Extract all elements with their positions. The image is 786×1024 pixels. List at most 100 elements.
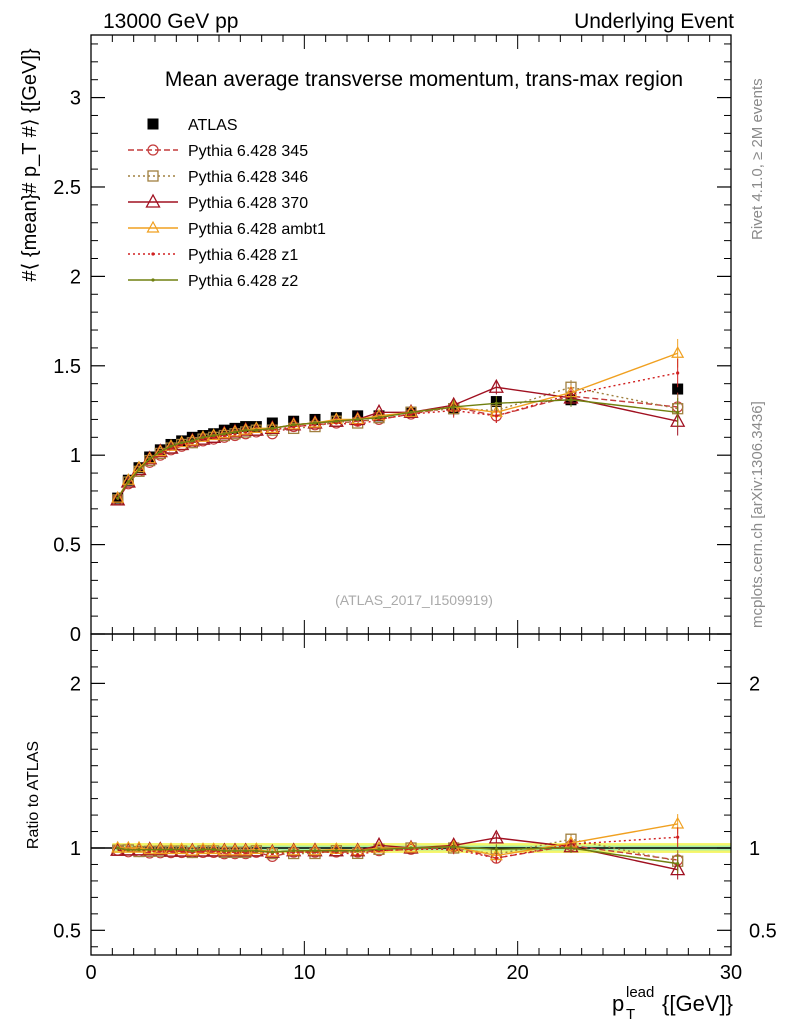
x-tick-label: 20 bbox=[507, 962, 529, 984]
ratio-point-z2 bbox=[254, 849, 258, 853]
ratio-y-tick-label-left: 0.5 bbox=[53, 920, 81, 942]
ratio-point-z2 bbox=[292, 849, 296, 853]
series-z2 bbox=[116, 392, 680, 500]
x-axis-label-unit: {[GeV]} bbox=[662, 991, 733, 1016]
series-point-z2 bbox=[313, 421, 317, 425]
ratio-point-ambt1 bbox=[175, 842, 189, 855]
ratio-point-z2 bbox=[148, 848, 152, 852]
ratio-point-z2 bbox=[190, 849, 194, 853]
main-y-axis-label: #⟨ {mean}# p_T #⟩ {[GeV]} bbox=[19, 48, 41, 282]
x-tick-label: 10 bbox=[293, 962, 315, 984]
analysis-watermark: (ATLAS_2017_I1509919) bbox=[335, 592, 493, 608]
ratio-point-z2 bbox=[212, 847, 216, 852]
series-point-z2 bbox=[201, 435, 205, 439]
ratio-point-ambt1 bbox=[196, 842, 210, 855]
legend-marker-atlas bbox=[147, 118, 159, 130]
legend-label-atlas: ATLAS bbox=[188, 117, 238, 134]
series-point-z2 bbox=[494, 401, 498, 405]
ratio-y-tick-label-right: 2 bbox=[749, 673, 760, 695]
ratio-point-z2 bbox=[116, 846, 120, 850]
ratio-plot-panel: 0.5 0.51 12 20 10 20 30 Ratio to ATLAS p T lea… bbox=[25, 633, 777, 1023]
x-axis-label-sub: T bbox=[626, 1006, 635, 1023]
mcplots-label: mcplots.cern.ch [arXiv:1306.3436] bbox=[749, 401, 766, 628]
series-ambt1 bbox=[111, 338, 685, 503]
series-point-ambt1 bbox=[239, 422, 253, 435]
ratio-point-z2 bbox=[137, 848, 141, 852]
series-point-ambt1 bbox=[111, 490, 125, 503]
series-point-z2 bbox=[292, 423, 296, 427]
ratio-point-ambt1 bbox=[143, 842, 157, 855]
ratio-y-tick-label-right: 1 bbox=[749, 838, 760, 860]
series-point-z1 bbox=[356, 423, 360, 427]
ratio-point-z2 bbox=[180, 847, 184, 852]
ratio-point-z2 bbox=[356, 849, 360, 853]
series-point-z2 bbox=[377, 416, 381, 420]
ratio-point-z1 bbox=[356, 853, 360, 857]
series-point-z2 bbox=[452, 405, 456, 409]
main-y-tick-label: 2.5 bbox=[53, 177, 81, 199]
ratio-series-z2 bbox=[116, 841, 680, 874]
legend-marker-p370 bbox=[145, 193, 161, 208]
ratio-point-z2 bbox=[334, 849, 338, 853]
ratio-point-ambt1 bbox=[228, 843, 242, 856]
ratio-y-tick-label-left: 1 bbox=[70, 838, 81, 860]
ratio-point-ambt1 bbox=[132, 840, 146, 853]
ratio-point-ambt1 bbox=[121, 840, 135, 853]
series-point-z2 bbox=[190, 439, 194, 443]
ratio-point-z2 bbox=[201, 847, 205, 852]
ratio-point-z2 bbox=[126, 848, 130, 852]
series-point-ambt1 bbox=[249, 421, 263, 433]
ratio-y-tick-label-right: 0.5 bbox=[749, 920, 777, 942]
series-point-ambt1 bbox=[143, 451, 157, 464]
legend-label-p346: Pythia 6.428 346 bbox=[188, 169, 308, 186]
main-plot-title: Mean average transverse momentum, trans-… bbox=[165, 68, 683, 91]
series-point-z2 bbox=[180, 441, 184, 445]
main-y-tick-label: 2 bbox=[70, 266, 81, 288]
series-point-z2 bbox=[169, 444, 173, 448]
series-point-z1 bbox=[494, 414, 498, 418]
main-y-tick-label: 1.5 bbox=[53, 356, 81, 378]
main-plot-panel: 0 0.5 1 1.5 2 2.5 3 Mean average transverse mo… bbox=[19, 34, 732, 646]
header-left: 13000 GeV pp bbox=[103, 10, 238, 33]
ratio-point-ambt1 bbox=[265, 844, 279, 857]
ratio-point-ambt1 bbox=[239, 843, 253, 856]
main-axis-ticks: 0 0.5 1 1.5 2 2.5 3 bbox=[53, 35, 732, 646]
main-y-tick-label: 3 bbox=[70, 88, 81, 110]
series-point-z2 bbox=[148, 457, 152, 461]
ratio-plot-frame bbox=[90, 633, 732, 956]
series-point-z2 bbox=[569, 398, 573, 402]
ratio-point-z2 bbox=[313, 849, 317, 853]
ratio-point-z2 bbox=[158, 847, 162, 852]
legend-marker-z1 bbox=[151, 252, 155, 256]
legend-label-z1: Pythia 6.428 z1 bbox=[188, 247, 298, 264]
ratio-point-z2 bbox=[452, 845, 456, 849]
series-point-ambt1 bbox=[308, 415, 322, 428]
series-point-z1 bbox=[676, 371, 680, 375]
ratio-y-axis-label: Ratio to ATLAS bbox=[25, 741, 42, 849]
series-point-z2 bbox=[270, 426, 274, 430]
ratio-point-z2 bbox=[222, 849, 226, 853]
legend-marker-z2 bbox=[151, 278, 155, 282]
ratio-point-p370 bbox=[670, 861, 686, 876]
ratio-point-ambt1 bbox=[249, 842, 263, 855]
ratio-point-z2 bbox=[676, 862, 680, 866]
main-plot-frame bbox=[90, 34, 732, 635]
ratio-point-ambt1 bbox=[111, 840, 125, 853]
main-y-tick-label: 0 bbox=[70, 624, 81, 646]
ratio-point-z2 bbox=[270, 850, 274, 854]
legend-marker-ambt1 bbox=[146, 220, 160, 233]
ratio-point-z2 bbox=[233, 849, 237, 853]
ratio-point-z2 bbox=[244, 849, 248, 853]
x-axis-label-sup: lead bbox=[626, 984, 654, 1001]
atlas-data-point bbox=[672, 383, 684, 395]
series-point-z2 bbox=[116, 496, 120, 500]
ratio-series-group bbox=[110, 814, 686, 880]
ratio-point-ambt1 bbox=[287, 843, 301, 856]
legend-label-z2: Pythia 6.428 z2 bbox=[188, 273, 298, 290]
series-point-z2 bbox=[233, 430, 237, 434]
ratio-point-z2 bbox=[377, 847, 381, 851]
ratio-point-ambt1 bbox=[404, 840, 418, 853]
ratio-series-ambt1 bbox=[111, 814, 685, 861]
x-tick-label: 0 bbox=[85, 962, 96, 984]
